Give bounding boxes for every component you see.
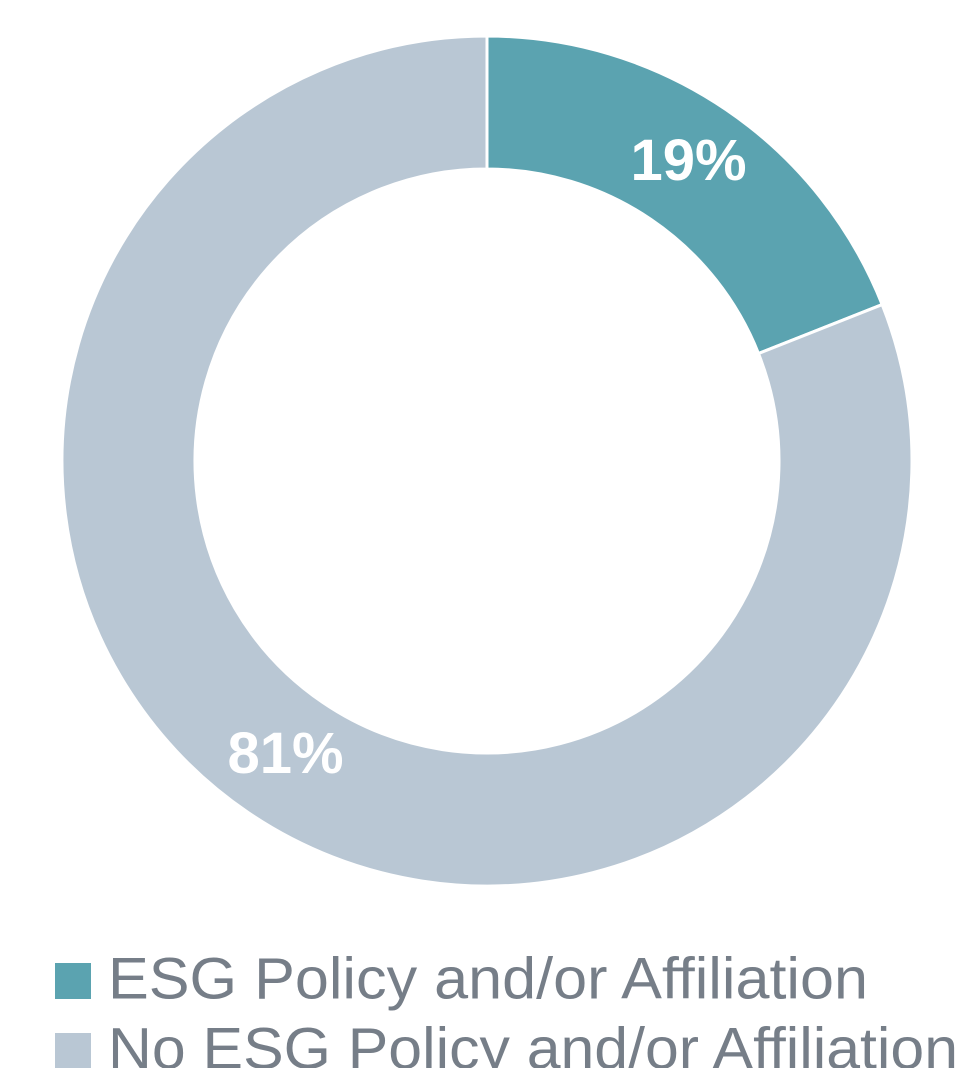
data-label: 19% (630, 128, 746, 193)
legend-swatch (55, 963, 91, 999)
legend-swatch (55, 1033, 91, 1068)
donut-segment (60, 34, 914, 888)
donut-segment (485, 34, 885, 356)
legend-label: No ESG Policy and/or Affiliation (108, 1016, 958, 1068)
data-label: 81% (227, 721, 343, 786)
legend-label: ESG Policy and/or Affiliation (108, 946, 868, 1011)
